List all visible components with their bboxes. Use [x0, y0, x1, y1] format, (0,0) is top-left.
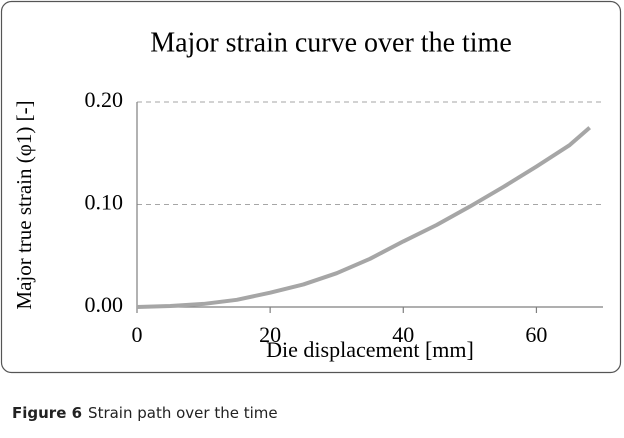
y-tick-label: 0.10	[85, 190, 124, 215]
figure-caption: Figure 6 Strain path over the time	[12, 404, 278, 422]
x-tick-label: 0	[132, 322, 143, 347]
x-axis-label: Die displacement [mm]	[266, 337, 474, 362]
y-axis-label: Major true strain (φ1) [-]	[12, 100, 36, 309]
chart: Major strain curve over the time Die dis…	[0, 0, 622, 374]
data-line	[136, 126, 592, 309]
x-tick-label: 40	[392, 322, 414, 347]
chart-title: Major strain curve over the time	[150, 27, 512, 58]
caption-label: Figure 6	[12, 404, 83, 422]
y-tick-label: 0.00	[85, 292, 124, 317]
caption-text: Strain path over the time	[88, 404, 278, 422]
y-tick-label: 0.20	[85, 87, 124, 112]
chart-border	[0, 0, 622, 374]
x-tick-label: 60	[525, 322, 547, 347]
x-tick-label: 20	[259, 322, 281, 347]
